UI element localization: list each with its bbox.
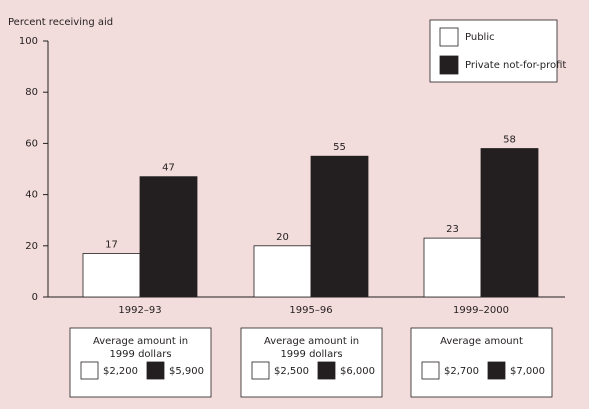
amount-label: $2,500 [274,366,309,377]
y-tick-label: 40 [25,190,38,201]
bar [423,237,482,298]
amount-label: $5,900 [169,366,204,377]
x-tick-label: 1995–96 [289,305,332,316]
bar [253,245,312,298]
data-label: 20 [276,232,289,243]
bar [310,155,369,298]
data-label: 47 [162,163,175,174]
bar [480,148,539,298]
data-label: 58 [503,135,516,146]
y-tick-label: 100 [19,36,38,47]
y-tick-label: 20 [25,241,38,252]
amount-swatch [317,361,336,380]
amount-swatch [251,361,270,380]
y-tick-label: 60 [25,138,38,149]
y-axis-label: Percent receiving aid [8,17,113,28]
legend-label: Public [465,32,495,43]
x-tick-label: 1999–2000 [453,305,509,316]
amount-title: 1999 dollars [109,349,171,360]
amount-title: Average amount [440,336,523,347]
bar [82,253,141,298]
bar [139,176,198,298]
legend-label: Private not-for-profit [465,60,566,71]
amount-swatch [80,361,99,380]
legend-swatch [439,27,459,47]
amount-label: $2,700 [444,366,479,377]
y-tick-label: 0 [32,292,38,303]
data-label: 55 [333,142,346,153]
amount-swatch [146,361,165,380]
amount-swatch [487,361,506,380]
legend-swatch [439,55,459,75]
data-label: 23 [446,224,459,235]
amount-swatch [421,361,440,380]
amount-title: Average amount in [264,336,359,347]
y-tick-label: 80 [25,87,38,98]
data-label: 17 [105,239,118,250]
amount-label: $7,000 [510,366,545,377]
x-tick-label: 1992–93 [118,305,161,316]
amount-title: Average amount in [93,336,188,347]
amount-label: $6,000 [340,366,375,377]
amount-title: 1999 dollars [280,349,342,360]
amount-label: $2,200 [103,366,138,377]
